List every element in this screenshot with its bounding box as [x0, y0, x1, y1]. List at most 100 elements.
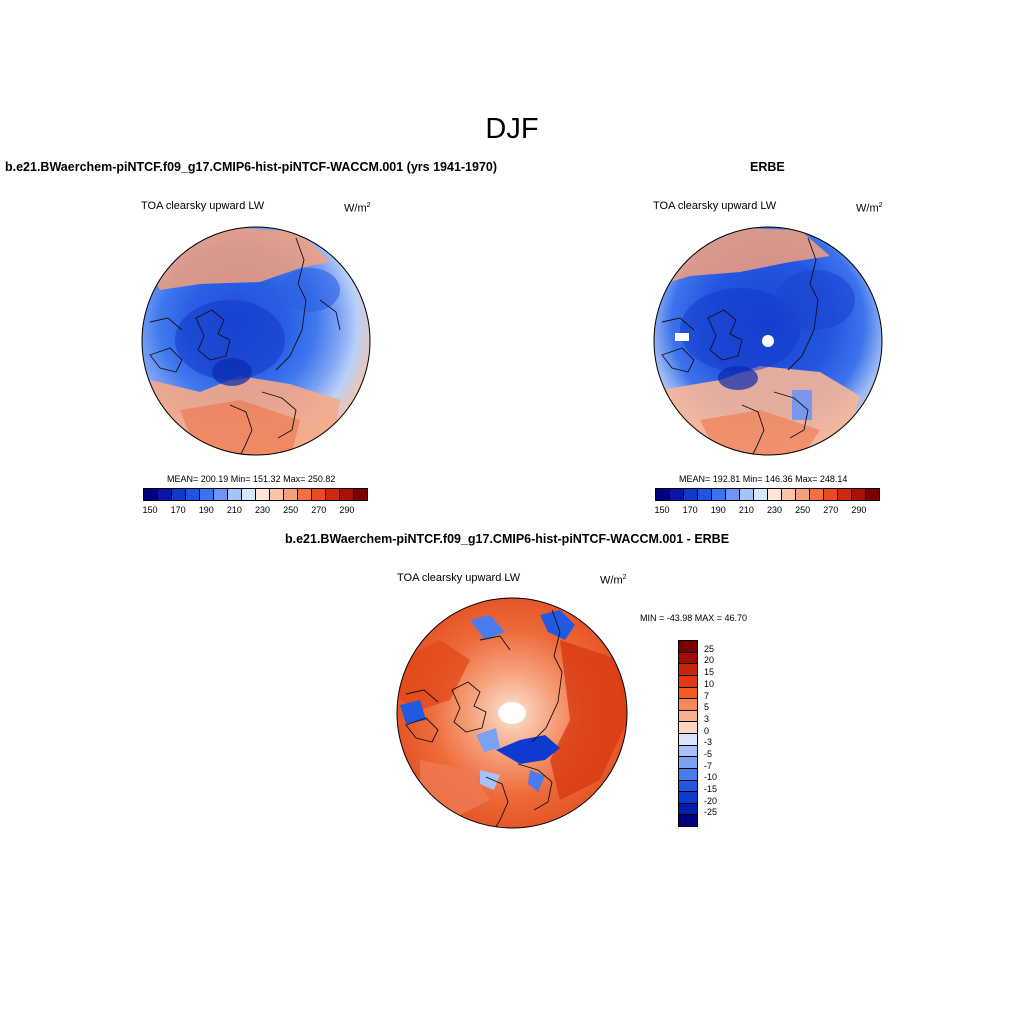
- colorbar-swatch: [214, 489, 228, 500]
- panel-c-title: b.e21.BWaerchem-piNTCF.f09_g17.CMIP6-his…: [285, 532, 730, 546]
- panel-a-stats: MEAN= 200.19 Min= 151.32 Max= 250.82: [167, 474, 336, 484]
- colorbar-tick-label: 0: [704, 725, 710, 736]
- colorbar-tick-label: 25: [704, 643, 715, 654]
- colorbar-swatch: [670, 489, 684, 500]
- colorbar-swatch: [782, 489, 796, 500]
- panel-b-variable: TOA clearsky upward LW: [653, 200, 777, 212]
- colorbar-swatch: [679, 699, 697, 711]
- panel-b-stats: MEAN= 192.81 Min= 146.36 Max= 248.14: [679, 474, 848, 484]
- colorbar-swatch: [158, 489, 172, 500]
- panel-a-units: W/m2: [344, 202, 371, 215]
- colorbar-swatch: [679, 803, 697, 816]
- panel-c-units: W/m2: [600, 574, 627, 587]
- colorbar-swatch: [298, 489, 312, 500]
- colorbar-swatch: [679, 734, 697, 746]
- figure-title: DJF: [485, 113, 539, 145]
- colorbar-tick-label: 190: [710, 505, 726, 515]
- colorbar-tick-label: 170: [682, 505, 698, 515]
- colorbar-swatch: [754, 489, 768, 500]
- panel-b-missing-patch: [675, 333, 689, 341]
- colorbar-swatch: [656, 489, 670, 500]
- colorbar-swatch: [712, 489, 726, 500]
- panel-b-colorbar: [655, 488, 880, 501]
- panel-a-colorbar: [143, 488, 368, 501]
- colorbar-tick-label: 3: [704, 713, 710, 724]
- colorbar-swatch: [228, 489, 242, 500]
- colorbar-swatch: [679, 641, 697, 653]
- colorbar-swatch: [284, 489, 298, 500]
- colorbar-tick-label: 150: [142, 505, 158, 515]
- colorbar-swatch: [679, 780, 697, 793]
- colorbar-swatch: [796, 489, 810, 500]
- panel-b-units: W/m2: [856, 202, 883, 215]
- panel-c-colorbar: [678, 640, 698, 827]
- panel-c-colorbar-ticks: 25 20 15 10 7 5 3 0 -3 -5 -7 -10 -15 -20 -25: [704, 640, 744, 827]
- panel-c-minmax: MIN = -43.98 MAX = 46.70: [640, 613, 748, 623]
- colorbar-tick-label: -20: [704, 795, 718, 806]
- colorbar-tick-label: -7: [704, 760, 713, 771]
- panel-c-coastlines: [405, 609, 563, 828]
- colorbar-swatch: [684, 489, 698, 500]
- panel-a-colorbar-ticks: 150 170 190 210 230 250 270 290: [143, 505, 368, 517]
- colorbar-tick-label: 7: [704, 690, 710, 701]
- colorbar-swatch: [679, 710, 697, 723]
- colorbar-swatch: [679, 687, 697, 700]
- panel-b-title: ERBE: [750, 160, 785, 174]
- colorbar-tick-label: 15: [704, 667, 715, 678]
- colorbar-swatch: [866, 489, 879, 500]
- colorbar-swatch: [340, 489, 354, 500]
- panel-a-title: b.e21.BWaerchem-piNTCF.f09_g17.CMIP6-his…: [5, 160, 498, 174]
- colorbar-swatch: [679, 652, 697, 665]
- colorbar-tick-label: 290: [339, 505, 355, 515]
- panel-b-colorbar-ticks: 150 170 190 210 230 250 270 290: [655, 505, 880, 517]
- colorbar-tick-label: -10: [704, 772, 718, 783]
- colorbar-swatch: [312, 489, 326, 500]
- colorbar-swatch: [740, 489, 754, 500]
- colorbar-tick-label: 250: [283, 505, 299, 515]
- colorbar-tick-label: 250: [795, 505, 811, 515]
- colorbar-swatch: [679, 745, 697, 758]
- colorbar-swatch: [679, 722, 697, 734]
- colorbar-tick-label: 150: [654, 505, 670, 515]
- colorbar-swatch: [679, 675, 697, 688]
- colorbar-tick-label: 290: [851, 505, 867, 515]
- colorbar-swatch: [838, 489, 852, 500]
- panel-b-coastlines: [661, 237, 819, 455]
- colorbar-swatch: [186, 489, 200, 500]
- panel-a-coastlines: [149, 237, 341, 455]
- colorbar-tick-label: 230: [767, 505, 783, 515]
- colorbar-swatch: [172, 489, 186, 500]
- colorbar-tick-label: 170: [170, 505, 186, 515]
- colorbar-swatch: [679, 768, 697, 781]
- colorbar-swatch: [144, 489, 158, 500]
- colorbar-swatch: [326, 489, 340, 500]
- colorbar-tick-label: 10: [704, 678, 715, 689]
- colorbar-tick-label: -15: [704, 784, 718, 795]
- panel-a-variable: TOA clearsky upward LW: [141, 200, 265, 212]
- colorbar-tick-label: 20: [704, 655, 715, 666]
- colorbar-swatch: [726, 489, 740, 500]
- colorbar-tick-label: 270: [311, 505, 327, 515]
- colorbar-swatch: [679, 664, 697, 676]
- colorbar-swatch: [679, 757, 697, 769]
- panel-b-missing-pole: [762, 335, 774, 347]
- colorbar-tick-label: 210: [226, 505, 242, 515]
- colorbar-swatch: [679, 792, 697, 804]
- panel-c-variable: TOA clearsky upward LW: [397, 572, 521, 584]
- colorbar-swatch: [810, 489, 824, 500]
- colorbar-swatch: [270, 489, 284, 500]
- colorbar-swatch: [256, 489, 270, 500]
- colorbar-tick-label: 230: [255, 505, 271, 515]
- colorbar-swatch: [354, 489, 367, 500]
- colorbar-swatch: [679, 815, 697, 826]
- colorbar-swatch: [242, 489, 256, 500]
- colorbar-tick-label: 270: [823, 505, 839, 515]
- colorbar-tick-label: -25: [704, 807, 718, 818]
- colorbar-swatch: [852, 489, 866, 500]
- colorbar-swatch: [200, 489, 214, 500]
- colorbar-tick-label: 210: [738, 505, 754, 515]
- colorbar-swatch: [824, 489, 838, 500]
- colorbar-tick-label: 190: [198, 505, 214, 515]
